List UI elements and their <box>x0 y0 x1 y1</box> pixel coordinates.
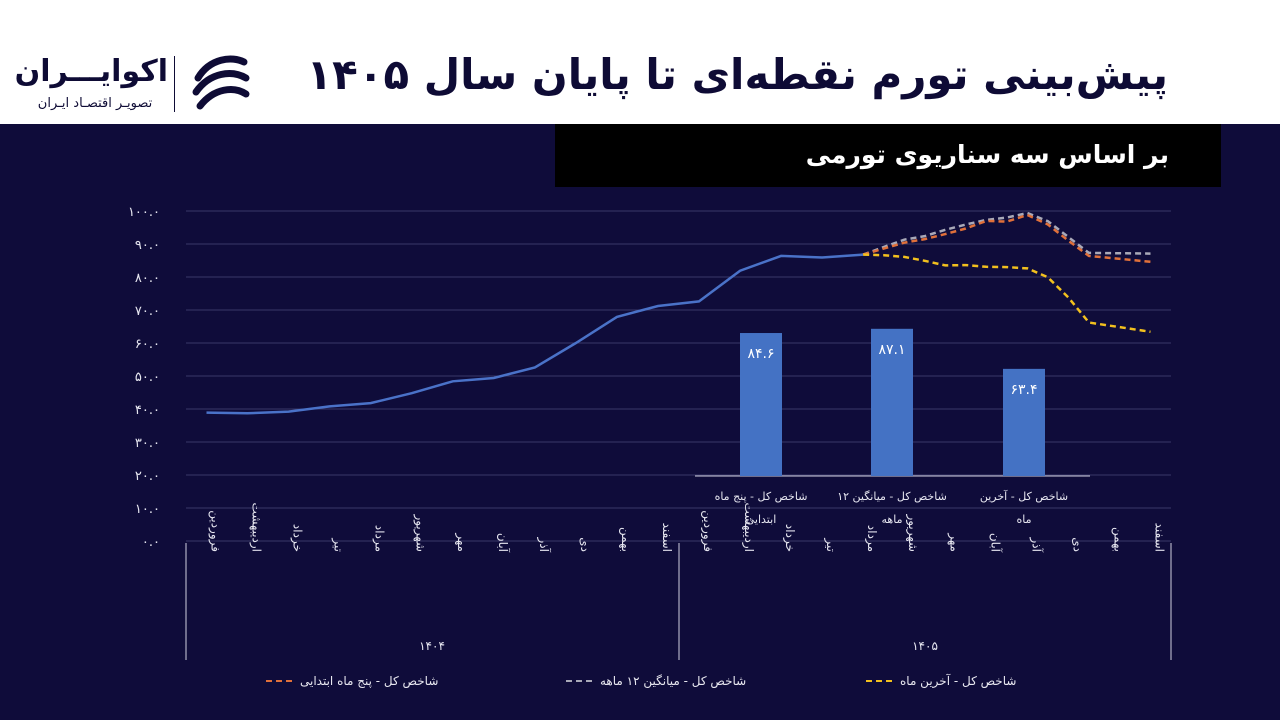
bar <box>740 333 782 476</box>
x-month-label: مرداد <box>864 525 879 552</box>
x-month-label: بهمن <box>1110 527 1125 552</box>
x-month-label: تیر <box>331 537 346 552</box>
bar-category-label: ماه <box>1016 513 1031 526</box>
bar-value-label: ۸۴.۶ <box>747 346 774 362</box>
y-tick-label: ۳۰.۰ <box>135 436 160 451</box>
y-tick-label: ۹۰.۰ <box>135 238 160 253</box>
bar-category-label: ماهه <box>882 513 903 526</box>
scenario-line <box>862 213 1151 264</box>
x-year-label: ۱۴۰۴ <box>419 639 445 653</box>
brand-name: اکوایـــران <box>14 54 168 89</box>
legend-swatch-12m <box>566 680 592 682</box>
page-title: پیش‌بینی تورم نقطه‌ای تا پایان سال ۱۴۰۵ <box>306 50 1168 99</box>
bar-group: ۸۴.۶ شاخص کل - پنج ماه ابتدایی ۸۷.۱ شاخص کل … <box>695 328 1090 526</box>
x-month-label: اسفند <box>1152 523 1166 552</box>
bar-value-label: ۸۷.۱ <box>878 342 905 358</box>
bar-category-label: شاخص کل - آخرین <box>980 489 1068 503</box>
x-axis: فروردین اردیبهشت خرداد تیر مرداد شهریور مهر آبا… <box>185 503 1172 660</box>
y-tick-label: ۱۰.۰ <box>135 502 160 517</box>
y-tick-label: ۲۰.۰ <box>135 469 160 484</box>
legend-swatch-last <box>866 680 892 682</box>
y-tick-label: ۴۰.۰ <box>135 403 160 418</box>
x-month-label: شهریور <box>905 513 920 552</box>
y-tick-label: ۶۰.۰ <box>135 337 160 352</box>
chart-subtitle: بر اساس سه سناریوی تورمی <box>805 140 1169 169</box>
x-month-label: خرداد <box>782 524 797 552</box>
x-month-label: مهر <box>946 532 961 552</box>
bar-category-label: شاخص کل - پنج ماه <box>715 490 808 503</box>
x-month-label: آبان <box>496 533 511 553</box>
legend-item-last: شاخص کل - آخرین ماه <box>866 674 1016 688</box>
bar <box>871 328 913 476</box>
legend-swatch-5m <box>266 680 292 682</box>
legend-label-5m: شاخص کل - پنج ماه ابتدایی <box>300 674 439 688</box>
x-month-label: اردیبهشت <box>249 503 264 552</box>
bar-category-label: ابتدایی <box>746 513 777 526</box>
legend-label-last: شاخص کل - آخرین ماه <box>900 674 1017 688</box>
x-month-label: دی <box>578 537 592 552</box>
x-month-label: فروردین <box>700 510 715 552</box>
x-month-label: شهریور <box>413 513 428 552</box>
x-month-label: فروردین <box>208 510 223 552</box>
x-month-label: مرداد <box>372 525 387 552</box>
brand: اکوایـــران تصویـر اقتصـاد ایـران <box>14 50 262 120</box>
x-year-label: ۱۴۰۵ <box>912 639 938 653</box>
x-month-label: بهمن <box>618 527 633 552</box>
y-tick-label: ۷۰.۰ <box>135 304 160 319</box>
x-month-label: خرداد <box>290 524 305 552</box>
scenario-line <box>863 253 1151 334</box>
y-axis: ۰.۰ ۱۰.۰ ۲۰.۰ ۳۰.۰ ۴۰.۰ ۵۰.۰ ۶۰.۰ ۷۰.۰ ۸۰.۰ ۹۰.۰ ۱… <box>128 205 160 550</box>
legend-item-5m: شاخص کل - پنج ماه ابتدایی <box>266 674 438 688</box>
y-tick-label: ۱۰۰.۰ <box>128 205 160 220</box>
subtitle-box: بر اساس سه سناریوی تورمی <box>555 124 1221 187</box>
bar-value-label: ۶۳.۴ <box>1010 382 1037 398</box>
line-group <box>206 211 1151 415</box>
legend-label-12m: شاخص کل - میانگین ۱۲ ماهه <box>600 674 747 688</box>
x-month-label: دی <box>1070 537 1084 552</box>
x-month-label: آذر <box>1028 537 1044 553</box>
y-tick-label: ۸۰.۰ <box>135 271 160 286</box>
bar <box>1003 368 1045 476</box>
x-month-label: تیر <box>823 537 838 552</box>
ecoiran-logo-icon <box>192 55 250 110</box>
x-month-label: اردیبهشت <box>741 503 756 552</box>
brand-divider <box>174 56 175 112</box>
y-tick-label: ۰.۰ <box>142 535 160 550</box>
bar-category-label: شاخص کل - میانگین ۱۲ <box>837 490 947 503</box>
x-month-label: اسفند <box>660 523 674 552</box>
legend-item-12m: شاخص کل - میانگین ۱۲ ماهه <box>566 674 746 688</box>
x-month-label: مهر <box>454 532 469 552</box>
scenario-line <box>862 211 1151 256</box>
header-band: اکوایـــران تصویـر اقتصـاد ایـران پیش‌بی… <box>0 0 1280 124</box>
actual-line <box>206 253 864 415</box>
brand-tagline: تصویـر اقتصـاد ایـران <box>37 96 153 111</box>
x-month-label: آبان <box>988 533 1003 553</box>
y-tick-label: ۵۰.۰ <box>135 370 160 385</box>
x-month-label: آذر <box>536 537 552 553</box>
